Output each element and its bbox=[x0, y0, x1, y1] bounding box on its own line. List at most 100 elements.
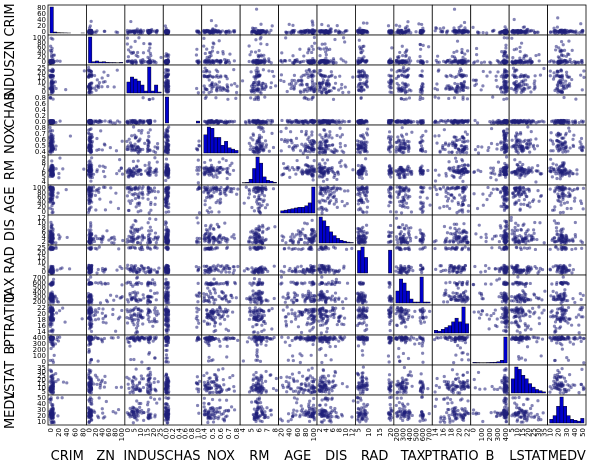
scatter-point bbox=[520, 147, 524, 151]
scatter-point bbox=[61, 167, 65, 171]
scatter-point bbox=[407, 61, 411, 65]
scatter-point bbox=[100, 76, 104, 80]
scatter-point bbox=[224, 88, 228, 92]
scatter-point bbox=[474, 78, 479, 82]
scatter-point bbox=[532, 87, 536, 91]
panel-crim-vs-b bbox=[470, 4, 510, 36]
scatter-point bbox=[309, 86, 313, 90]
scatter-point bbox=[58, 59, 62, 63]
scatter-point bbox=[235, 84, 239, 88]
scatter-point bbox=[438, 150, 442, 154]
scatter-point bbox=[485, 31, 489, 35]
scatter-point bbox=[505, 97, 509, 101]
scatter-point bbox=[435, 60, 439, 64]
scatter-point bbox=[251, 60, 255, 64]
scatter-point bbox=[152, 170, 156, 175]
scatter-point bbox=[458, 138, 462, 142]
scatter-point bbox=[306, 97, 311, 101]
scatter-point bbox=[512, 17, 516, 22]
scatter-point bbox=[558, 142, 563, 146]
scatter-point bbox=[518, 131, 523, 135]
scatter-point bbox=[206, 74, 210, 79]
scatter-point bbox=[258, 73, 262, 77]
scatter-point bbox=[520, 79, 524, 84]
scatter-point bbox=[306, 51, 310, 55]
scatter-point bbox=[358, 47, 362, 51]
scatter-point bbox=[142, 41, 146, 46]
panel-chas-vs-crim bbox=[47, 94, 87, 126]
scatter-point bbox=[519, 29, 524, 33]
scatter-point bbox=[292, 73, 297, 77]
scatter-point bbox=[143, 163, 147, 167]
scatter-point bbox=[360, 58, 364, 63]
panel-indus-vs-age bbox=[278, 64, 318, 96]
scatter-point bbox=[324, 132, 328, 136]
scatter-point bbox=[563, 148, 567, 152]
scatter-point bbox=[388, 81, 393, 85]
scatter-point bbox=[499, 141, 503, 145]
scatter-point bbox=[364, 82, 368, 86]
scatter-point bbox=[279, 59, 283, 63]
scatter-point bbox=[226, 97, 230, 101]
scatter-point bbox=[208, 54, 212, 59]
scatter-point bbox=[525, 145, 529, 149]
scatter-point bbox=[112, 85, 116, 89]
scatter-point bbox=[249, 144, 253, 148]
scatter-point bbox=[130, 119, 134, 123]
scatter-point bbox=[433, 119, 438, 123]
hist-bar bbox=[105, 62, 110, 64]
scatter-point bbox=[198, 165, 202, 169]
scatter-point bbox=[54, 86, 58, 91]
scatter-point bbox=[146, 142, 150, 147]
scatter-point bbox=[271, 145, 276, 150]
scatter-point bbox=[153, 145, 157, 149]
scatter-point bbox=[443, 141, 448, 145]
scatter-point bbox=[284, 126, 288, 130]
scatter-point bbox=[132, 172, 136, 176]
scatter-point bbox=[307, 139, 312, 144]
scatter-point bbox=[358, 78, 362, 82]
scatter-point bbox=[311, 143, 315, 148]
scatter-point bbox=[102, 70, 106, 74]
scatter-point bbox=[126, 55, 131, 59]
scatter-point bbox=[447, 150, 451, 154]
panel-crim-vs-tax bbox=[393, 4, 433, 36]
scatter-point bbox=[264, 120, 268, 124]
scatter-point bbox=[451, 60, 455, 64]
scatter-point bbox=[265, 29, 269, 33]
scatter-point bbox=[554, 73, 559, 77]
scatter-point bbox=[517, 120, 522, 125]
scatter-point bbox=[247, 59, 251, 64]
scatter-point bbox=[579, 59, 583, 63]
scatter-point bbox=[209, 18, 214, 23]
scatter-point bbox=[101, 169, 106, 174]
panel-crim-vs-medv bbox=[547, 4, 587, 36]
scatter-point bbox=[195, 47, 199, 51]
scatter-point bbox=[309, 60, 314, 64]
panel-zn-vs-b bbox=[470, 34, 510, 66]
scatter-point bbox=[511, 56, 515, 60]
scatter-point bbox=[579, 73, 583, 77]
scatter-point bbox=[567, 126, 571, 130]
scatter-point bbox=[339, 86, 343, 90]
scatter-point bbox=[548, 69, 552, 73]
panel-crim-vs-lstat bbox=[508, 4, 548, 36]
scatter-point bbox=[464, 151, 469, 155]
scatter-point bbox=[103, 119, 107, 123]
scatter-point bbox=[522, 140, 526, 144]
scatter-point bbox=[146, 172, 150, 176]
scatter-point bbox=[311, 21, 315, 25]
hist-bar bbox=[231, 148, 235, 154]
scatter-point bbox=[267, 149, 271, 153]
scatter-point bbox=[398, 50, 402, 55]
scatter-point bbox=[319, 58, 323, 63]
scatter-point bbox=[532, 81, 536, 86]
scatter-point bbox=[257, 48, 261, 53]
scatter-point bbox=[348, 119, 352, 124]
scatter-point bbox=[50, 159, 54, 163]
scatter-point bbox=[133, 39, 137, 43]
scatter-point bbox=[86, 131, 91, 135]
panel-crim-vs-crim bbox=[47, 4, 87, 36]
scatter-point bbox=[402, 139, 406, 143]
scatter-point bbox=[402, 59, 406, 63]
